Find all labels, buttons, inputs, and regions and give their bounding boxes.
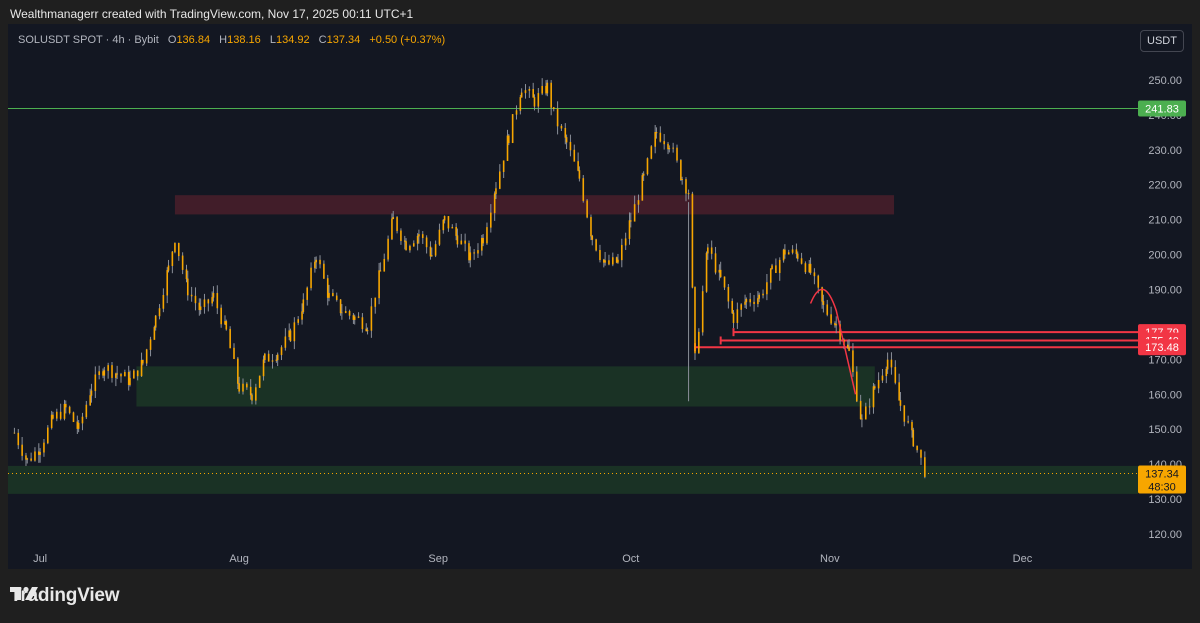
level-price-tag-2: 173.48	[1145, 342, 1179, 354]
x-tick-label-5: Dec	[1013, 553, 1033, 565]
high-label: H	[219, 34, 228, 46]
x-tick-label-2: Sep	[428, 553, 448, 565]
close-label: C	[318, 34, 327, 46]
low-label: L	[269, 34, 276, 46]
last-price-tag: 137.34	[1145, 468, 1179, 480]
zone-resistance-0	[174, 195, 895, 215]
y-tick-label-5: 170.00	[1148, 354, 1182, 366]
open-value: 136.84	[176, 34, 211, 46]
tradingview-footer: TradingView	[10, 585, 120, 607]
x-tick-label-3: Oct	[622, 553, 639, 565]
y-tick-label-7: 200.00	[1148, 250, 1182, 262]
y-tick-label-3: 150.00	[1148, 424, 1182, 436]
y-tick-label-8: 210.00	[1148, 215, 1182, 227]
level-price-tag-2-bg	[1138, 339, 1186, 356]
tradingview-logo-icon	[10, 586, 38, 600]
x-tick-label-4: Nov	[820, 553, 840, 565]
zone-support-2	[8, 465, 1138, 494]
chart-area[interactable]: 120.00 130.00 140.00 150.00 160.00 170.00 190.…	[8, 24, 1192, 569]
price-chart[interactable]: 120.00130.00140.00150.00160.00170.00190.…	[8, 24, 1192, 569]
y-tick-label-10: 230.00	[1148, 145, 1182, 157]
countdown-tag: 48:30	[1148, 481, 1176, 493]
chart-author-header: Wealthmanagerr created with TradingView.…	[10, 7, 414, 21]
low-value: 134.92	[275, 34, 310, 46]
hline-price-tag-0-bg	[1138, 100, 1186, 117]
y-tick-label-4: 160.00	[1148, 389, 1182, 401]
hline-price-tag-0: 241.83	[1145, 103, 1179, 115]
y-tick-label-6: 190.00	[1148, 285, 1182, 297]
ohlc-legend: SOLUSDT SPOT · 4h · Bybit O136.84 H138.1…	[18, 34, 445, 46]
change-value: +0.50 (+0.37%)	[369, 34, 446, 46]
symbol-label[interactable]: SOLUSDT SPOT · 4h · Bybit	[18, 34, 159, 46]
y-tick-label-1: 130.00	[1148, 494, 1182, 506]
rounded-top-curve	[809, 288, 857, 395]
x-tick-label-1: Aug	[229, 553, 249, 565]
last-price-tag-bg	[1138, 465, 1186, 494]
close-value: 137.34	[326, 34, 361, 46]
currency-button[interactable]: USDT	[1140, 30, 1184, 52]
y-tick-label-0: 120.00	[1148, 529, 1182, 541]
y-tick-label-9: 220.00	[1148, 180, 1182, 192]
y-tick-label-12: 250.00	[1148, 75, 1182, 87]
open-label: O	[167, 34, 177, 46]
high-value: 138.16	[227, 34, 261, 46]
tradingview-brand: TradingView	[10, 585, 120, 606]
x-tick-label-0: Jul	[33, 553, 47, 565]
